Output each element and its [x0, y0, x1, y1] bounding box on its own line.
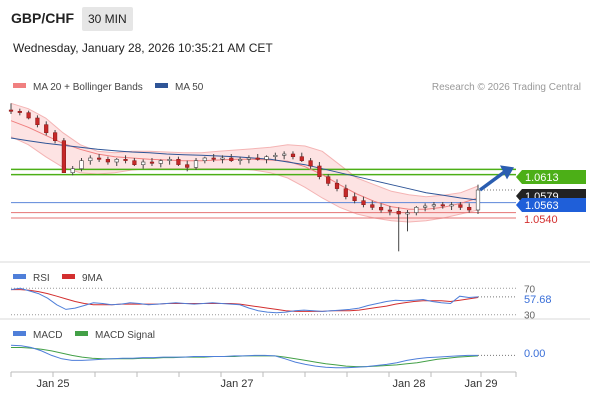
candle [176, 156, 181, 166]
candle [114, 158, 119, 166]
candle [361, 196, 366, 208]
candle [467, 203, 472, 213]
candle [229, 154, 234, 162]
candle [370, 200, 375, 210]
candle [334, 179, 340, 192]
candle [8, 103, 14, 114]
candle [167, 156, 172, 165]
candle [70, 166, 75, 176]
price-tag: 1.0613 [516, 170, 586, 184]
macd-legend-label: MACD [33, 330, 62, 341]
candle [264, 155, 269, 164]
research-credit: Research © 2026 Trading Central [432, 82, 581, 93]
macd-signal-legend-swatch [75, 331, 88, 336]
candle [52, 130, 58, 144]
candle [352, 192, 357, 204]
candle [414, 206, 419, 216]
candle [105, 156, 110, 165]
candle [378, 203, 384, 213]
macd-line [10, 344, 478, 369]
forecast-arrow-shaft [478, 170, 506, 192]
ma20-legend-label: MA 20 + Bollinger Bands [33, 82, 143, 93]
rsi-pane: 70 30 [10, 284, 536, 322]
candle [308, 158, 313, 169]
candle [282, 151, 287, 160]
candle [440, 202, 445, 209]
chart-datetime: Wednesday, January 28, 2026 10:35:21 AM … [13, 41, 273, 55]
candle [343, 184, 348, 200]
candle [238, 156, 243, 165]
candle [79, 158, 84, 172]
rsi-legend-label: RSI [33, 273, 50, 284]
rsi-legend: RSI 9MA [13, 273, 103, 284]
main-legend: MA 20 + Bollinger Bands MA 50 Research ©… [13, 82, 581, 93]
candle [422, 203, 428, 212]
candle [405, 210, 410, 232]
candle [141, 159, 146, 169]
price-label-support: 1.0540 [524, 214, 558, 226]
candle [97, 154, 102, 162]
candle [317, 162, 322, 180]
candle [149, 158, 155, 166]
candle [132, 158, 137, 166]
time-axis: Jan 25 Jan 27 Jan 28 Jan 29 [10, 372, 517, 390]
candle [255, 154, 260, 161]
candle [44, 121, 49, 136]
candle [26, 110, 31, 120]
rsi-ma-legend-swatch [62, 274, 75, 279]
candle [220, 155, 225, 164]
rsi-level-label: 70 [524, 284, 536, 295]
price-chart: MA 20 + Bollinger Bands MA 50 Research ©… [0, 82, 590, 390]
candle [211, 154, 216, 162]
macd-signal-line [11, 347, 479, 368]
ma50-line [10, 137, 479, 201]
forecast-arrow-head [500, 165, 514, 180]
candle [193, 158, 199, 170]
ma20-legend-swatch [13, 83, 26, 88]
price-tag: 1.0563 [516, 198, 586, 212]
macd-pane [10, 344, 516, 369]
candle [123, 155, 128, 164]
macd-signal-legend-label: MACD Signal [95, 330, 155, 341]
rsi-value-label: 57.68 [524, 294, 552, 306]
bollinger-band-area [11, 103, 478, 222]
symbol-title: GBP/CHF [11, 10, 74, 26]
ma50-legend-swatch [155, 83, 168, 88]
candle [387, 206, 393, 216]
candle [290, 151, 296, 160]
rsi-legend-swatch [13, 274, 26, 279]
candle [61, 138, 66, 173]
time-tick-label: Jan 25 [36, 378, 69, 390]
candle [299, 152, 304, 162]
ma20-line [10, 120, 479, 210]
candle [158, 159, 163, 168]
ma50-legend-label: MA 50 [175, 82, 204, 93]
timeframe-button[interactable]: 30 MIN [82, 7, 133, 31]
macd-legend-swatch [13, 331, 26, 336]
candle [35, 115, 40, 128]
candle [202, 156, 207, 164]
candle [185, 160, 190, 172]
macd-legend: MACD MACD Signal [13, 330, 155, 341]
rsi-level-label: 30 [524, 311, 536, 322]
candle [17, 108, 22, 116]
rsi-ma-legend-label: 9MA [82, 273, 103, 284]
price-tag-label: 1.0563 [525, 200, 559, 212]
time-tick-label: Jan 29 [464, 378, 497, 390]
candle [88, 155, 93, 165]
candle [458, 202, 463, 210]
chart-header: GBP/CHF 30 MIN [0, 0, 590, 36]
candle [431, 202, 437, 210]
candle [396, 207, 401, 252]
candle [449, 202, 454, 210]
rsi-line [10, 287, 479, 314]
time-tick-label: Jan 27 [220, 378, 253, 390]
candle [273, 152, 278, 161]
price-tag-label: 1.0613 [525, 172, 559, 184]
candle [326, 174, 331, 186]
time-tick-label: Jan 28 [392, 378, 425, 390]
candle [246, 155, 252, 164]
macd-value-label: 0.00 [524, 348, 545, 360]
